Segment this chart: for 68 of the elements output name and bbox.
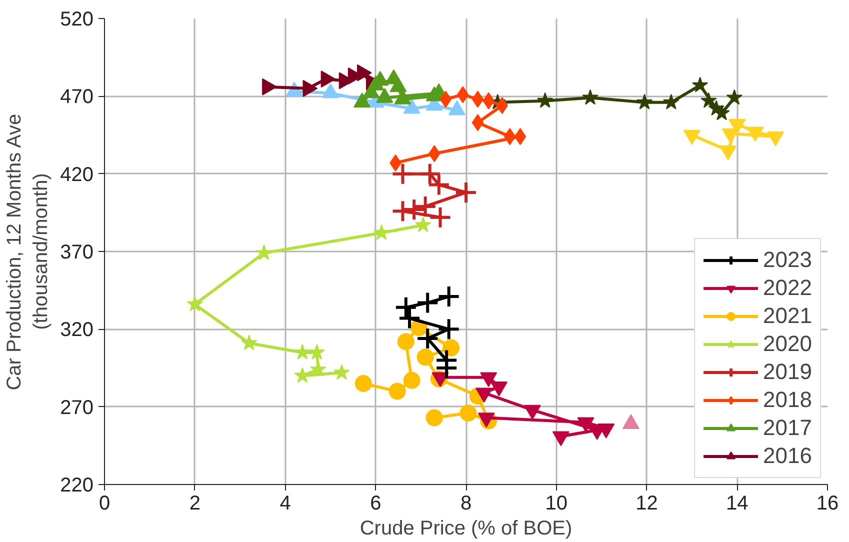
point xyxy=(663,94,680,110)
point xyxy=(437,285,460,308)
legend-label: 2018 xyxy=(763,387,812,413)
point xyxy=(582,89,598,105)
point xyxy=(403,372,420,389)
point xyxy=(435,356,458,380)
y-tick-label: 370 xyxy=(60,242,94,264)
point xyxy=(373,224,390,240)
legend-label: 2016 xyxy=(763,443,812,469)
point xyxy=(294,344,311,360)
legend-label: 2022 xyxy=(763,275,812,301)
point xyxy=(416,348,434,366)
y-tick-label: 520 xyxy=(60,8,94,30)
y-tick-label: 270 xyxy=(60,396,94,419)
x-tick-label: 10 xyxy=(545,492,568,514)
legend-label: 2023 xyxy=(763,247,812,273)
y-axis-title: Car Production, 12 Months Ave (thousand/month) xyxy=(4,114,52,390)
y-tick-label: 220 xyxy=(60,474,94,496)
point xyxy=(402,198,426,222)
point xyxy=(636,94,653,110)
point xyxy=(692,76,708,92)
point xyxy=(354,375,372,392)
point xyxy=(427,173,450,196)
point xyxy=(472,90,484,108)
point xyxy=(394,296,418,319)
point xyxy=(414,194,437,218)
x-tick-label: 8 xyxy=(460,492,472,514)
point xyxy=(240,334,258,350)
x-tick-label: 14 xyxy=(726,492,748,514)
point xyxy=(416,291,440,314)
point xyxy=(700,92,717,108)
point xyxy=(334,364,350,380)
point xyxy=(472,114,484,132)
point xyxy=(714,104,730,120)
y-tick-label: 420 xyxy=(60,164,94,186)
x-tick-label: 0 xyxy=(98,492,110,514)
point xyxy=(256,244,272,260)
x-axis-title: Crude Price (% of BOE) xyxy=(360,518,572,540)
point xyxy=(437,318,460,341)
x-tick-label: 4 xyxy=(280,492,291,514)
x-tick-label: 16 xyxy=(816,492,839,514)
point xyxy=(428,206,452,229)
point xyxy=(388,382,406,400)
y-tick-label: 470 xyxy=(60,86,94,108)
point xyxy=(418,162,442,186)
point xyxy=(442,339,460,356)
x-tick-label: 12 xyxy=(636,492,658,514)
point xyxy=(414,216,432,232)
point xyxy=(310,361,326,377)
point xyxy=(460,404,477,422)
point xyxy=(397,333,414,350)
legend-label: 2021 xyxy=(763,303,812,329)
point xyxy=(426,409,443,426)
point xyxy=(454,180,478,204)
x-tick-label: 2 xyxy=(189,492,200,514)
point xyxy=(536,92,554,108)
point xyxy=(416,326,440,350)
point xyxy=(514,128,526,146)
x-tick-label: 6 xyxy=(370,492,382,514)
point xyxy=(726,89,743,105)
point xyxy=(186,296,203,312)
point xyxy=(398,306,422,330)
legend-label: 2019 xyxy=(763,359,812,385)
legend-label: 2017 xyxy=(763,415,812,441)
point xyxy=(308,344,325,360)
point xyxy=(391,162,414,186)
y-tick-label: 320 xyxy=(60,319,94,342)
legend-label: 2020 xyxy=(763,331,812,357)
